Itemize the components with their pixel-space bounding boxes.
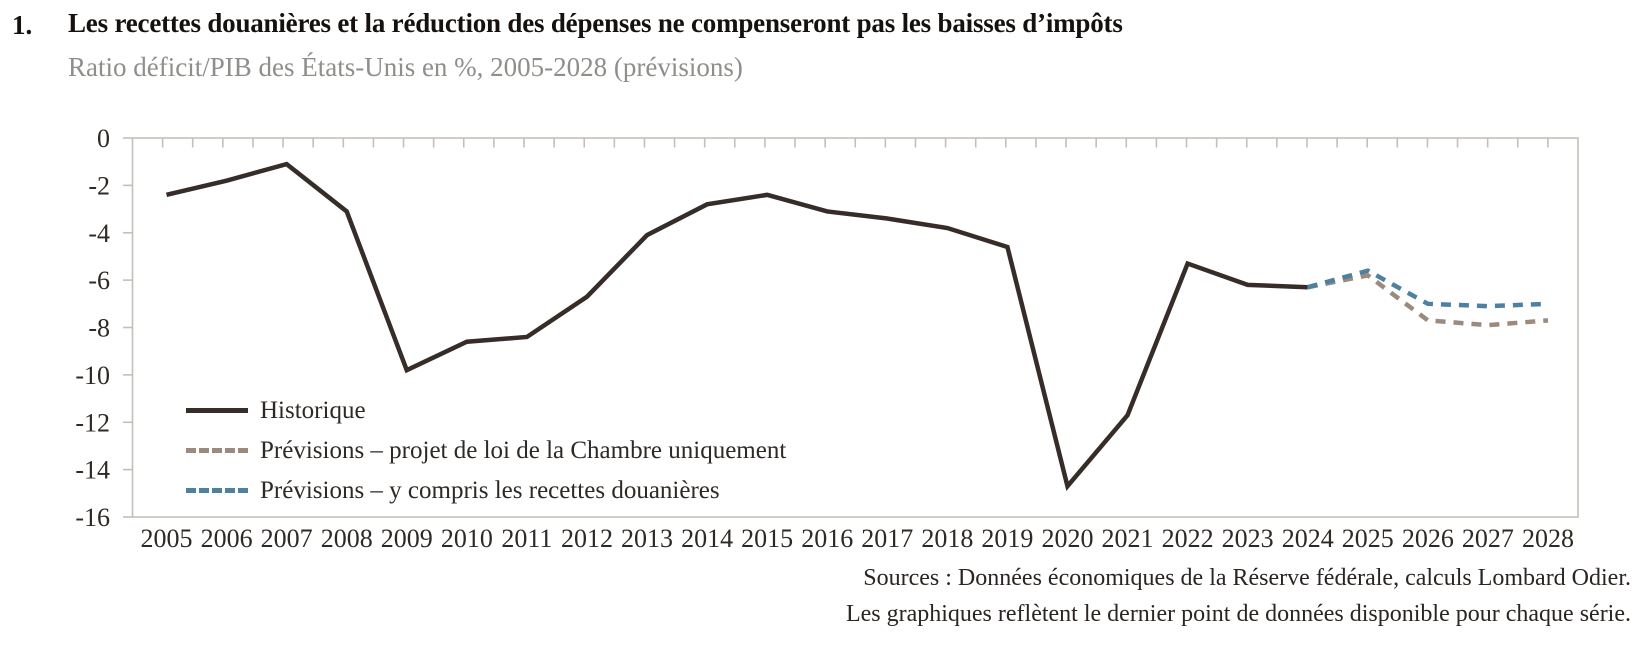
- y-tick-label: 0: [97, 124, 110, 153]
- chart-legend: Historique Prévisions – projet de loi de…: [186, 390, 786, 510]
- x-tick-label: 2013: [621, 524, 673, 553]
- figure-number: 1.: [12, 10, 33, 40]
- x-tick-label: 2028: [1522, 524, 1574, 553]
- forecast-house-bill-swatch: [186, 447, 248, 453]
- sources-line-2: Les graphiques reflètent le dernier poin…: [845, 601, 1631, 627]
- y-tick-label: -6: [88, 266, 110, 295]
- sources-note: Sources : Données économiques de la Rése…: [846, 560, 1631, 632]
- x-tick-label: 2021: [1102, 524, 1154, 553]
- legend-item-forecast-tariffs: Prévisions – y compris les recettes doua…: [186, 470, 786, 510]
- legend-label: Prévisions – projet de loi de la Chambre…: [260, 436, 787, 464]
- legend-label: Historique: [260, 396, 366, 424]
- x-tick-label: 2007: [261, 524, 313, 553]
- legend-label: Prévisions – y compris les recettes doua…: [260, 476, 720, 504]
- x-tick-label: 2005: [141, 524, 193, 553]
- x-tick-label: 2011: [501, 524, 552, 553]
- x-tick-label: 2012: [561, 524, 613, 553]
- legend-item-historical: Historique: [186, 390, 786, 430]
- x-tick-label: 2018: [921, 524, 973, 553]
- x-tick-label: 2016: [801, 524, 853, 553]
- x-tick-label: 2026: [1402, 524, 1454, 553]
- x-tick-label: 2009: [381, 524, 433, 553]
- x-tick-label: 2015: [741, 524, 793, 553]
- y-tick-label: -12: [75, 408, 110, 437]
- x-tick-label: 2020: [1041, 524, 1093, 553]
- x-tick-label: 2019: [981, 524, 1033, 553]
- chart-title: Les recettes douanières et la réduction …: [68, 8, 1123, 38]
- historical-line-swatch: [186, 407, 248, 413]
- series-line-2: [1307, 268, 1549, 309]
- x-tick-label: 2023: [1222, 524, 1274, 553]
- x-tick-label: 2024: [1282, 524, 1334, 553]
- y-tick-label: -2: [88, 171, 110, 200]
- x-tick-label: 2027: [1462, 524, 1514, 553]
- x-tick-label: 2006: [201, 524, 253, 553]
- x-tick-label: 2017: [861, 524, 913, 553]
- y-tick-label: -16: [75, 503, 110, 532]
- x-tick-label: 2022: [1162, 524, 1214, 553]
- legend-item-forecast-house-bill: Prévisions – projet de loi de la Chambre…: [186, 430, 786, 470]
- chart-subtitle: Ratio déficit/PIB des États-Unis en %, 2…: [68, 52, 743, 82]
- forecast-tariffs-swatch: [186, 487, 248, 493]
- y-tick-label: -4: [88, 219, 110, 248]
- sources-line-1: Sources : Données économiques de la Rése…: [863, 565, 1631, 591]
- series-line-0: [165, 161, 1308, 492]
- x-tick-label: 2014: [681, 524, 733, 553]
- y-tick-label: -14: [75, 456, 110, 485]
- x-tick-label: 2025: [1342, 524, 1394, 553]
- x-tick-label: 2008: [321, 524, 373, 553]
- y-tick-label: -10: [75, 361, 110, 390]
- series-line-1: [1307, 272, 1549, 328]
- y-tick-label: -8: [88, 314, 110, 343]
- x-tick-label: 2010: [441, 524, 493, 553]
